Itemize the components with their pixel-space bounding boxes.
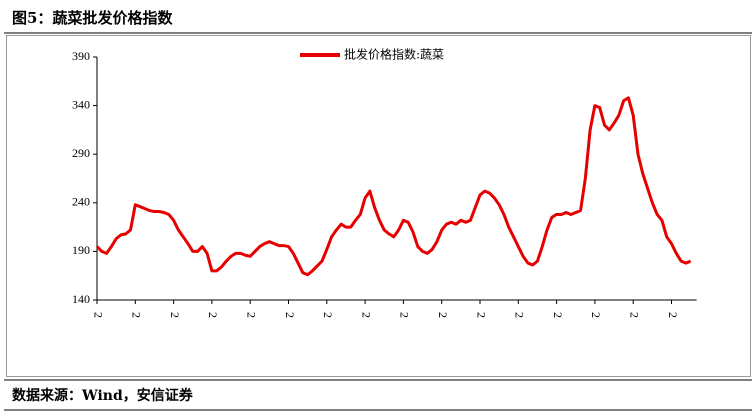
y-tick-label: 140 <box>72 292 90 306</box>
x-tick-label: 2 <box>168 312 182 318</box>
y-tick-label: 240 <box>72 195 90 209</box>
x-tick-label: 2 <box>244 312 258 318</box>
x-tick-label: 2 <box>206 312 220 318</box>
x-tick-label: 2 <box>474 312 488 318</box>
x-tick-label: 2 <box>589 312 603 318</box>
x-tick-label: 2 <box>436 312 450 318</box>
x-tick-label: 2 <box>398 312 412 318</box>
x-tick-label: 2 <box>359 312 373 318</box>
y-tick-label: 340 <box>72 97 90 111</box>
chart-frame <box>6 35 751 377</box>
x-tick-label: 2 <box>513 312 527 318</box>
x-tick-label: 2 <box>666 312 680 318</box>
x-tick-label: 2 <box>130 312 144 318</box>
x-tick-label: 2 <box>321 312 335 318</box>
chart-title: 图5：蔬菜批发价格指数 <box>12 9 173 27</box>
x-tick-label: 2 <box>551 312 565 318</box>
y-tick-label: 290 <box>72 146 90 160</box>
x-tick-label: 2 <box>91 312 105 318</box>
y-tick-label: 390 <box>72 49 90 63</box>
x-tick-label: 2 <box>627 312 641 318</box>
legend-label: 批发价格指数:蔬菜 <box>344 47 444 62</box>
x-tick-label: 2 <box>283 312 297 318</box>
y-tick-label: 190 <box>72 243 90 257</box>
source: 数据来源：Wind，安信证券 <box>12 387 194 404</box>
series-line <box>95 96 692 277</box>
